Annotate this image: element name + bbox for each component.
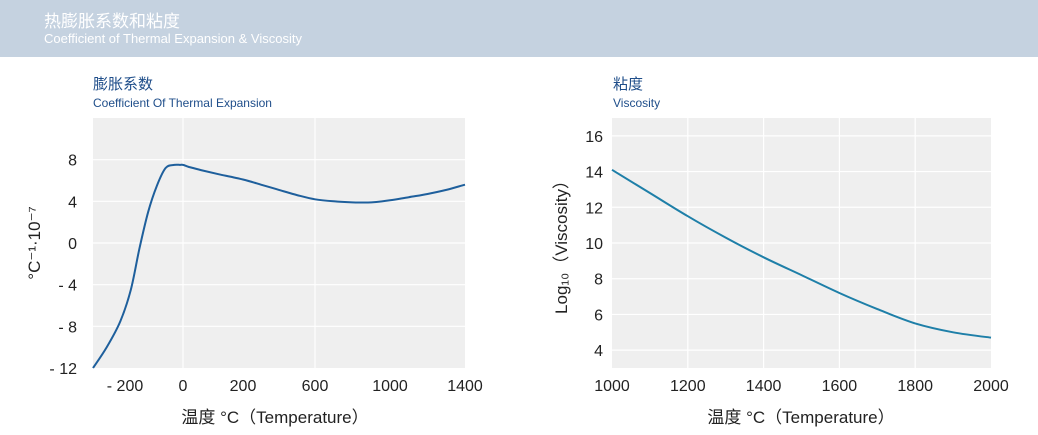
viscosity-ytick-label: 14	[585, 165, 603, 182]
cte-xtick-label: 1000	[372, 378, 408, 395]
cte-xtick-label: 0	[179, 378, 188, 395]
cte-ytick-label: - 8	[58, 319, 77, 336]
page-title: 热膨胀系数和粘度	[44, 12, 180, 32]
page-subtitle: Coefficient of Thermal Expansion & Visco…	[44, 31, 302, 46]
cte-ytick-label: 4	[68, 194, 77, 211]
cte-series-line	[92, 163, 466, 369]
cte-chart-title: 膨胀系数	[93, 75, 154, 93]
viscosity-ytick-label: 8	[594, 272, 603, 289]
viscosity-xtick-label: 1200	[670, 378, 706, 395]
viscosity-xtick-label: 2000	[973, 378, 1009, 395]
cte-xtick-label: 1400	[447, 378, 483, 395]
viscosity-ytick-label: 6	[594, 307, 603, 324]
viscosity-yaxis-label: Log₁₀（Viscosity）	[552, 172, 571, 314]
viscosity-ytick-label: 12	[585, 200, 603, 217]
viscosity-xaxis-label: 温度 °C（Temperature）	[707, 408, 894, 427]
viscosity-chart-subtitle: Viscosity	[613, 96, 661, 110]
viscosity-series-line	[611, 168, 992, 339]
viscosity-chart: 4 6 8 10 12 14 16 1000 1200 1400 1600 1800 2000 温度 °C…	[552, 118, 1009, 427]
viscosity-ytick-label: 4	[594, 343, 603, 360]
cte-yaxis-label: °C⁻¹·10⁻⁷	[25, 206, 44, 279]
cte-xtick-label: 600	[302, 378, 329, 395]
cte-xtick-label: - 200	[107, 378, 144, 395]
cte-xaxis-label: 温度 °C（Temperature）	[181, 408, 368, 427]
viscosity-xtick-label: 1800	[897, 378, 933, 395]
viscosity-xtick-label: 1600	[822, 378, 858, 395]
viscosity-ytick-label: 16	[585, 129, 603, 146]
cte-xtick-label: 200	[230, 378, 257, 395]
viscosity-chart-title: 粘度	[613, 75, 644, 93]
viscosity-ytick-label: 10	[585, 236, 603, 253]
cte-ytick-label: - 4	[58, 278, 77, 295]
cte-chart: 8 4 0 - 4 - 8 - 12 - 200 0 200 600 1000 1400 温度 °C（T…	[25, 118, 483, 427]
page-header: 热膨胀系数和粘度 Coefficient of Thermal Expansio…	[0, 0, 1038, 57]
cte-ytick-label: 8	[68, 153, 77, 170]
cte-chart-subtitle: Coefficient Of Thermal Expansion	[93, 96, 272, 110]
viscosity-xtick-label: 1400	[746, 378, 782, 395]
cte-ytick-label: - 12	[49, 361, 77, 378]
cte-ytick-label: 0	[68, 236, 77, 253]
viscosity-xtick-label: 1000	[594, 378, 630, 395]
